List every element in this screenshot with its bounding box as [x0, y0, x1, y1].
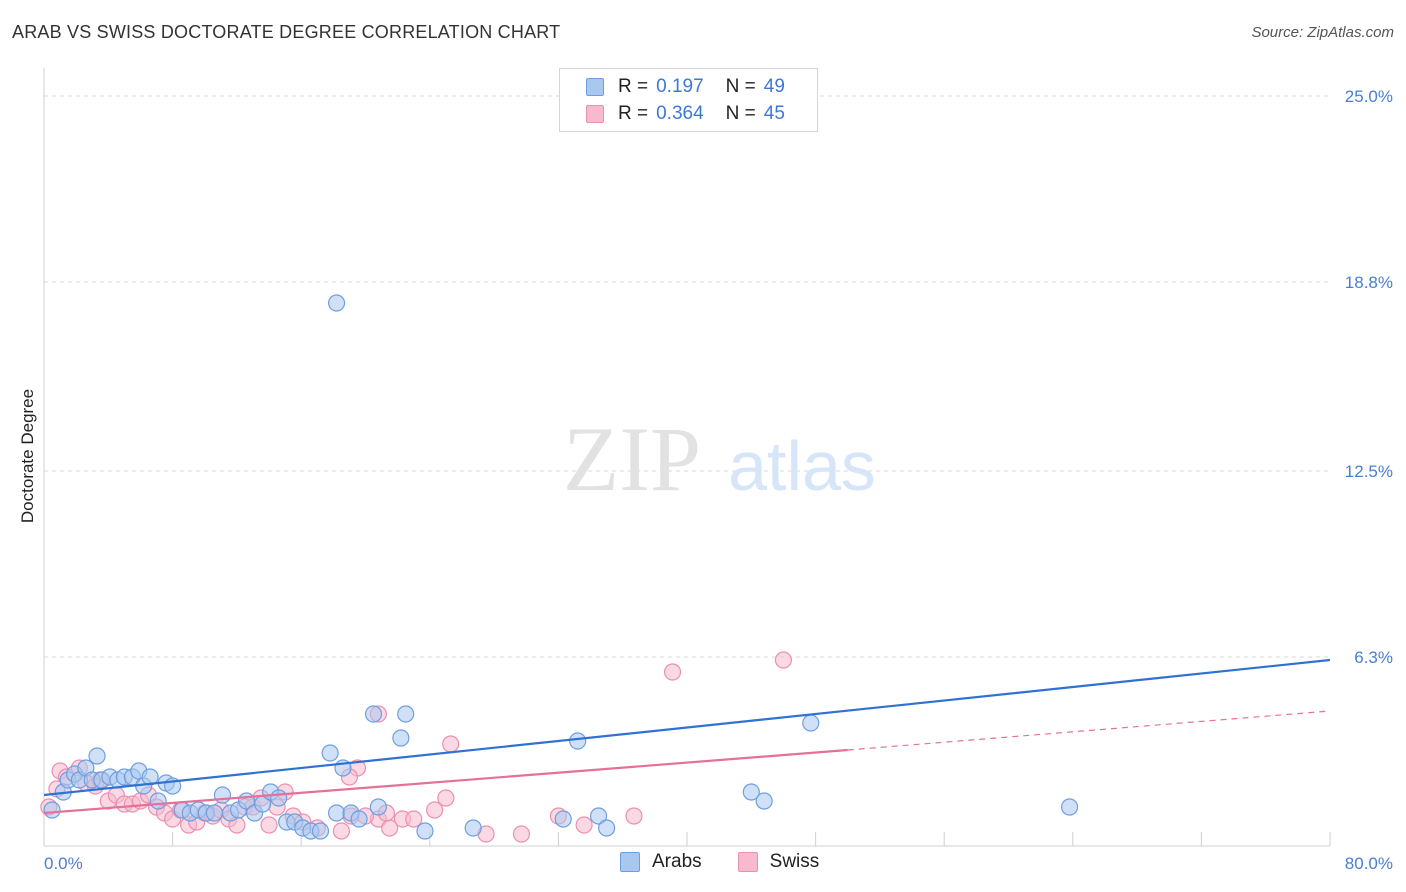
legend-swatch-swiss [586, 105, 604, 123]
arab-point [141, 768, 159, 786]
arab-point [598, 819, 616, 837]
trend-lines [43, 658, 1331, 815]
arabs-series [43, 294, 1079, 840]
arab-point [589, 807, 608, 825]
arab-point [369, 798, 387, 816]
legend-swatch-arabs [620, 852, 640, 872]
arab-point [205, 804, 223, 822]
arab-point [327, 804, 346, 822]
legend-r-label: R = [618, 76, 649, 97]
arab-point [742, 783, 760, 801]
arab-point [464, 819, 482, 837]
watermark-zip: ZIP [563, 408, 701, 510]
arab-point [755, 792, 773, 810]
swiss-point [575, 816, 593, 834]
arab-point [1060, 798, 1079, 816]
watermark: ZIP atlas [563, 408, 876, 510]
y-tick-label: 25.0% [1345, 87, 1393, 106]
legend-n-value-arabs: 49 [763, 76, 785, 97]
swiss-point [426, 801, 444, 819]
arab-point [392, 729, 410, 747]
legend-row-arabs: R = 0.197 N = 49 [586, 75, 785, 99]
y-tick-label: 12.5% [1345, 462, 1393, 481]
legend-label-swiss: Swiss [769, 851, 820, 872]
arab-point [397, 705, 415, 723]
y-axis-label: Doctorate Degree [18, 389, 37, 523]
arab-point [43, 801, 61, 819]
y-tick-label: 18.8% [1345, 273, 1393, 292]
chart-title: ARAB VS SWISS DOCTORATE DEGREE CORRELATI… [12, 22, 561, 42]
chart-source: Source: ZipAtlas.com [1251, 24, 1394, 41]
swiss-series [40, 651, 793, 843]
arab-point [88, 747, 106, 765]
legend-n-value-swiss: 45 [763, 103, 785, 124]
swiss-point [260, 816, 278, 834]
x-tick-label: 0.0% [44, 854, 83, 873]
arabs-trend-line [43, 658, 1331, 797]
arab-point [213, 786, 232, 804]
arab-point [364, 705, 383, 723]
arab-point [321, 744, 339, 762]
arab-point [802, 714, 820, 732]
legend-n-label: N = [725, 103, 756, 124]
arab-point [350, 810, 368, 828]
legend-r-value-arabs: 0.197 [656, 76, 704, 97]
swiss-trend-extension [847, 710, 1331, 751]
y-tick-labels: 6.3% 12.5% 18.8% 25.0% [1345, 87, 1393, 667]
axes [43, 68, 1331, 847]
swiss-point [437, 789, 455, 807]
legend-swatch-swiss [737, 852, 758, 872]
swiss-trend-line [43, 748, 848, 815]
y-tick-label: 6.3% [1354, 648, 1393, 667]
legend-row-swiss: R = 0.364 N = 45 [586, 102, 785, 126]
legend-r-label: R = [618, 103, 649, 124]
swiss-point [332, 822, 350, 840]
arab-point [416, 822, 434, 840]
legend-r-value-swiss: 0.364 [656, 103, 704, 124]
swiss-point [774, 651, 793, 669]
swiss-point [625, 807, 643, 825]
arab-point [311, 822, 330, 840]
arab-point [554, 810, 572, 828]
grid-lines [44, 95, 1330, 658]
watermark-atlas: atlas [728, 427, 876, 505]
legend-label-arabs: Arabs [652, 851, 702, 872]
arab-point [270, 789, 288, 807]
x-tick-label: 80.0% [1345, 854, 1393, 873]
legend-item-arabs[interactable]: Arabs [620, 851, 702, 873]
legend-swatch-arabs [586, 78, 604, 96]
swiss-point [442, 735, 460, 753]
arab-point [327, 294, 346, 312]
legend-item-swiss[interactable]: Swiss [737, 851, 820, 873]
x-tick-labels: 0.0% 80.0% [44, 854, 1393, 873]
swiss-point [405, 810, 423, 828]
stats-legend: R = 0.197 N = 49 R = 0.364 N = 45 [559, 68, 818, 132]
legend-n-label: N = [725, 76, 756, 97]
series-legend: Arabs Swiss [620, 851, 855, 873]
arab-point [149, 792, 167, 810]
arab-point [569, 732, 587, 750]
swiss-point [512, 825, 531, 843]
swiss-point [663, 663, 682, 681]
